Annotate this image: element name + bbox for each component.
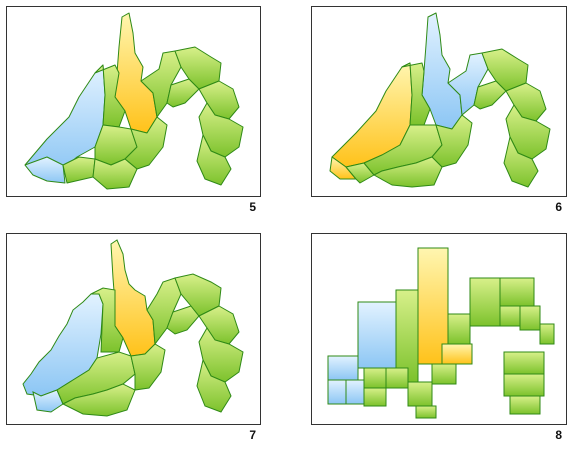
panel-number: 6 [555, 200, 562, 214]
panel-number: 7 [249, 428, 256, 442]
region-peninsula-2 [503, 136, 539, 188]
region-central-3 [130, 343, 166, 391]
block-northeast-2 [499, 277, 535, 307]
region-central-1 [401, 62, 431, 126]
block-south-3 [385, 367, 409, 389]
region-central-3 [124, 116, 168, 170]
region-southwest [329, 156, 357, 180]
region-south-1 [345, 162, 375, 184]
block-east-2 [519, 305, 541, 331]
block-southwest-2 [345, 379, 365, 405]
region-peninsula-1 [198, 102, 244, 158]
block-south-1 [363, 367, 387, 389]
region-map-5 [24, 12, 244, 190]
block-central-3 [447, 313, 471, 345]
map-panel-6: 6 [311, 6, 567, 214]
region-northeast-1 [447, 52, 489, 116]
region-peninsula-2 [196, 358, 232, 413]
block-southwest-1 [327, 355, 359, 381]
region-central-1 [94, 64, 126, 128]
block-west-large [357, 301, 397, 369]
region-southwest [24, 156, 66, 184]
region-peninsula-1 [505, 104, 551, 160]
block-east-1 [499, 305, 521, 327]
block-peninsula-3 [509, 395, 541, 415]
block-south-5 [415, 405, 437, 419]
map-panel-8: 8 [311, 233, 567, 442]
panel-number: 5 [249, 200, 256, 214]
region-northeast-1 [140, 50, 182, 118]
region-map-7 [22, 239, 244, 417]
region-central-3 [431, 114, 473, 168]
region-south-2 [61, 383, 136, 417]
region-south-2 [373, 156, 443, 188]
map-panel-5: 5 [6, 6, 261, 214]
cartogram-8 [327, 247, 555, 419]
block-southwest-3 [327, 379, 347, 405]
block-central-2 [431, 363, 457, 385]
block-south-4 [407, 381, 433, 407]
region-peninsula-1 [198, 327, 244, 383]
region-peninsula-2 [196, 134, 232, 186]
block-northeast-1 [469, 277, 501, 327]
panel-number: 8 [555, 428, 562, 442]
block-east-3 [539, 323, 555, 345]
region-south-2 [92, 158, 138, 190]
block-peninsula-1 [503, 351, 545, 375]
region-northeast-1 [146, 277, 182, 346]
map-panel-7: 7 [6, 233, 261, 442]
block-central-yellow [441, 343, 473, 365]
region-map-6 [329, 12, 551, 188]
block-peninsula-2 [503, 373, 545, 397]
region-central-1 [90, 287, 124, 353]
block-south-2 [363, 387, 387, 407]
